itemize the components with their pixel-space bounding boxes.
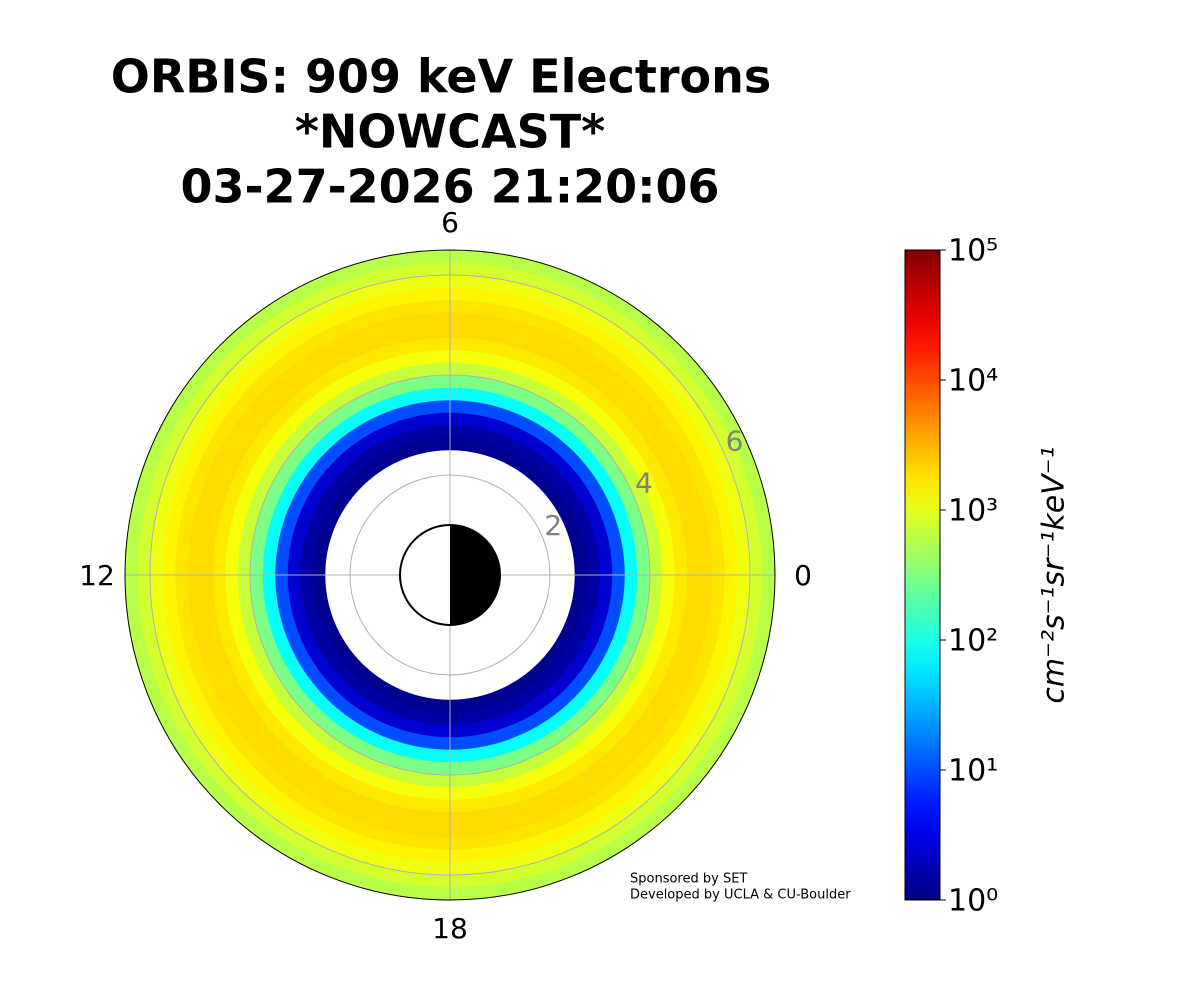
colorbar bbox=[904, 249, 941, 901]
colorbar-tick-label: 10¹ bbox=[948, 754, 998, 789]
theta-tick-label: 12 bbox=[79, 559, 115, 592]
colorbar-tick-label: 10² bbox=[948, 624, 998, 659]
theta-tick-label: 0 bbox=[794, 559, 812, 592]
chart-subtitle: *NOWCAST* bbox=[295, 105, 605, 159]
r-tick-label: 4 bbox=[635, 467, 653, 500]
footer-note: Developed by UCLA & CU-Boulder bbox=[630, 888, 851, 903]
colorbar-tick-label: 10³ bbox=[948, 494, 998, 529]
colorbar-tick-label: 10⁰ bbox=[948, 884, 998, 919]
colorbar-tick-label: 10⁵ bbox=[948, 234, 998, 269]
r-tick-label: 2 bbox=[544, 509, 562, 542]
footer-note: Sponsored by SET bbox=[630, 872, 747, 887]
chart-timestamp: 03-27-2026 21:20:06 bbox=[180, 160, 719, 214]
earth-night bbox=[450, 525, 500, 625]
plot-area bbox=[124, 249, 776, 901]
polar-frame bbox=[124, 249, 776, 901]
chart-title: ORBIS: 909 keV Electrons bbox=[111, 50, 772, 104]
colorbar-tick-label: 10⁴ bbox=[948, 364, 998, 399]
colorbar-label: cm⁻²s⁻¹sr⁻¹keV⁻¹ bbox=[1037, 446, 1072, 703]
theta-tick-label: 18 bbox=[432, 912, 468, 945]
theta-tick-label: 6 bbox=[441, 206, 459, 239]
r-tick-label: 6 bbox=[726, 424, 744, 457]
